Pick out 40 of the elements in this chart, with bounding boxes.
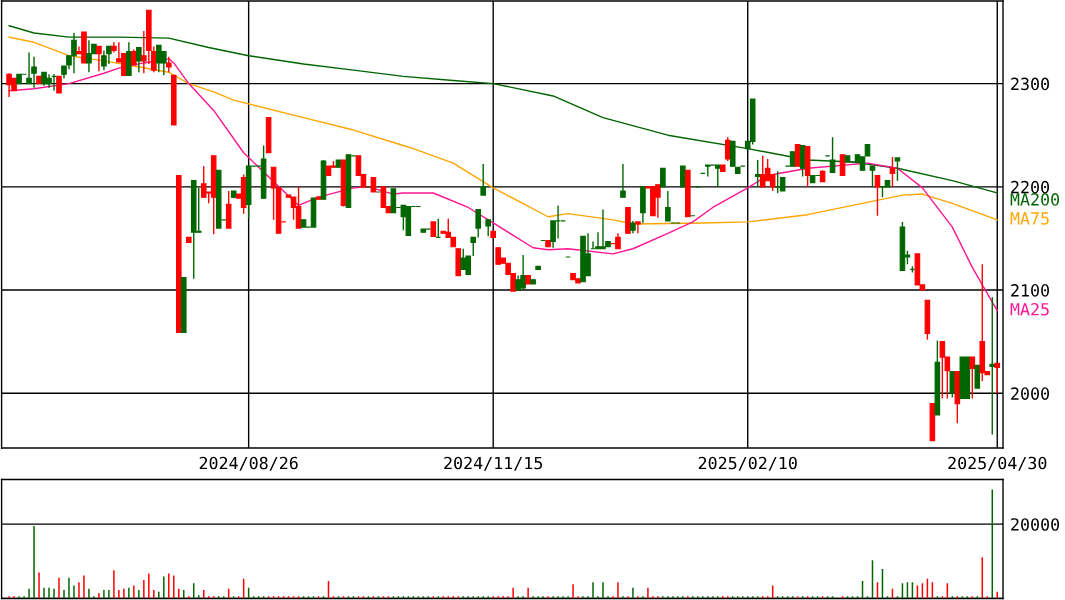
candlestick [295,186,302,229]
candlestick [620,163,626,198]
candlestick [794,143,801,167]
series-label: MA25 [1010,302,1049,316]
candlestick [680,165,686,188]
series-label: MA75 [1010,212,1049,225]
candlestick [96,45,102,72]
candlestick [380,186,387,209]
candlestick [974,364,981,389]
y-tick-label: 2100 [1011,284,1049,297]
y-tick-label: 20000 [1011,518,1060,531]
x-tick-label: 2024/11/15 [444,456,543,471]
candlestick [126,41,132,77]
candlestick [136,46,142,73]
candlestick [665,190,671,222]
candlestick [475,208,482,239]
candlestick [939,340,946,400]
line-series [8,36,998,225]
x-tick-label: 2025/02/10 [698,456,797,471]
candlestick [994,362,1001,394]
candlestick [829,136,836,174]
candlestick [390,188,397,214]
candlestick [470,236,477,257]
y-tick-label: 2200 [1011,180,1049,194]
candlestick [799,144,806,178]
candlestick [660,167,666,188]
x-tick-label: 2025/04/30 [948,456,1047,471]
candlestick [480,163,487,196]
y-tick-label: 2300 [1011,77,1049,91]
candlestick [839,154,846,177]
x-tick-label: 2024/08/26 [199,456,298,471]
candlestick [894,157,901,182]
line-series [8,25,998,194]
series-label: MA200 [1010,193,1060,206]
candlestick [969,356,976,400]
candlestick [724,136,731,162]
candlestick [949,370,956,399]
y-tick-label: 2000 [1011,387,1049,400]
candlestick [635,221,641,234]
candlestick [460,248,467,271]
